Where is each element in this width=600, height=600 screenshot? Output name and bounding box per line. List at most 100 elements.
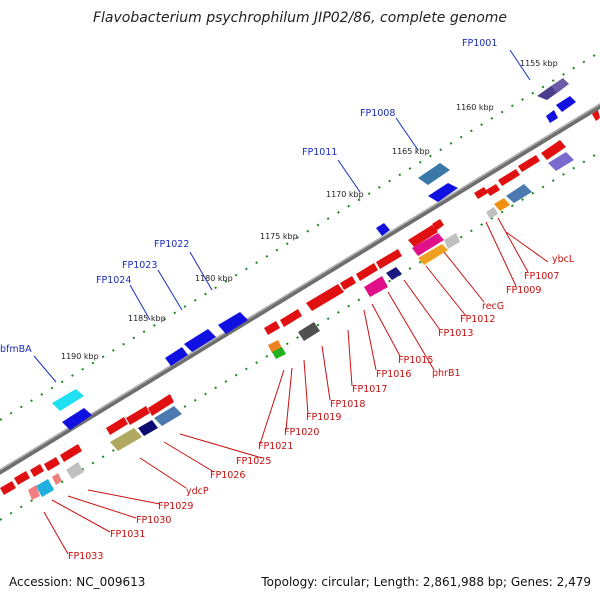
gene-blue: [546, 110, 558, 123]
gene-grey: [486, 207, 498, 219]
lower-label-leaders: [43, 217, 549, 555]
gene-red: [264, 321, 280, 335]
label-fp1025: FP1025: [236, 456, 271, 467]
gene-recg: [412, 233, 444, 256]
label-fp1019: FP1019: [306, 412, 341, 423]
genome-info-text: Topology: circular; Length: 2,861,988 bp…: [261, 575, 591, 589]
gene-fp1020: [272, 347, 286, 359]
label-fp1020: FP1020: [284, 427, 319, 438]
label-fp1011: FP1011: [302, 147, 337, 158]
gene-blue: [218, 312, 248, 334]
gene-red: [518, 155, 540, 172]
tick-label: 1185 kbp: [128, 314, 166, 323]
label-fp1023: FP1023: [122, 260, 157, 271]
gene-blue: [62, 408, 92, 430]
gene-red: [432, 219, 444, 231]
gene-red: [106, 417, 128, 435]
label-fp1001: FP1001: [462, 38, 497, 49]
tick-labels: 1155 kbp 1160 kbp 1165 kbp 1170 kbp 1175…: [61, 59, 558, 361]
gene-red: [356, 263, 378, 281]
gene-fp1030: [52, 473, 62, 485]
gene-red: [126, 406, 150, 425]
gene-blue: [556, 96, 576, 112]
tick-track-inner: [0, 151, 600, 521]
gene-red: [486, 184, 500, 196]
upper-labels: FP1001 FP1008 FP1011 FP1022 FP1023 FP102…: [0, 38, 497, 355]
label-fp1026: FP1026: [210, 470, 245, 481]
gene-fp1029: [66, 462, 84, 479]
label-recg: recG: [482, 301, 504, 312]
gene-red: [280, 309, 302, 327]
map-title: Flavobacterium psychrophilum JIP02/86, c…: [92, 10, 508, 26]
gene-ybcl: [548, 152, 574, 171]
label-fp1022: FP1022: [154, 239, 189, 250]
gene-ydcp: [110, 428, 142, 451]
gene-fp1001b: [551, 78, 569, 93]
gene-red: [30, 464, 44, 477]
gene-blue: [428, 183, 458, 202]
gene-red: [376, 249, 402, 269]
label-fp1024: FP1024: [96, 275, 131, 286]
label-fp1029: FP1029: [158, 501, 193, 512]
label-fp1009: FP1009: [506, 285, 541, 296]
label-fp1018: FP1018: [330, 399, 365, 410]
gene-fp1019: [298, 322, 320, 341]
gene-phrb1: [364, 276, 388, 297]
gene-fp1026: [138, 420, 158, 436]
label-ydcp: ydcP: [186, 486, 209, 497]
label-fp1017: FP1017: [352, 384, 387, 395]
tick-label: 1170 kbp: [326, 190, 364, 199]
gene-red: [14, 471, 30, 485]
label-fp1021: FP1021: [258, 441, 293, 452]
tick-label: 1155 kbp: [520, 59, 558, 68]
label-fp1016: FP1016: [376, 369, 411, 380]
gene-grey: [444, 233, 460, 249]
gene-fp1009: [506, 184, 532, 203]
gene-fp1007: [494, 198, 510, 211]
label-phrb1: phrB1: [432, 368, 461, 379]
gene-fp1033: [28, 485, 40, 500]
gene-bfmba: [52, 389, 84, 411]
gene-red: [592, 110, 600, 121]
gene-blue: [184, 329, 216, 352]
gene-fp1012: [418, 244, 448, 265]
gene-red: [474, 187, 488, 199]
gene-red: [148, 394, 174, 416]
tick-label: 1165 kbp: [392, 147, 430, 156]
label-fp1013: FP1013: [438, 328, 473, 339]
gene-red: [306, 284, 344, 311]
accession-text: Accession: NC_009613: [9, 575, 146, 589]
label-fp1015: FP1015: [398, 355, 433, 366]
genome-backbone: [0, 103, 600, 475]
label-fp1033: FP1033: [68, 551, 103, 562]
tick-track-outer: [0, 51, 600, 421]
tick-label: 1190 kbp: [61, 352, 99, 361]
label-bfmba: bfmBA: [0, 344, 32, 355]
tick-label: 1180 kbp: [195, 274, 233, 283]
label-fp1007: FP1007: [524, 271, 559, 282]
gene-red: [340, 276, 356, 290]
gene-red: [498, 169, 520, 186]
gene-red: [44, 457, 60, 471]
gene-red: [541, 140, 566, 160]
lower-labels: ybcL FP1007 FP1009 recG FP1012 FP1013 ph…: [68, 254, 575, 562]
label-ybcl: ybcL: [552, 254, 575, 265]
gene-fp1031: [36, 479, 54, 497]
gene-fp1008: [418, 163, 450, 185]
gene-fp1013: [386, 267, 402, 280]
reverse-strand-genes: [0, 110, 600, 500]
gene-blue: [376, 223, 390, 236]
forward-strand-genes: [52, 78, 576, 430]
upper-label-leaders: [33, 49, 531, 383]
label-fp1012: FP1012: [460, 314, 495, 325]
tick-label: 1160 kbp: [456, 103, 494, 112]
label-fp1008: FP1008: [360, 108, 395, 119]
gene-fp1025: [154, 406, 182, 426]
gene-blue: [165, 347, 188, 366]
gene-red: [408, 225, 438, 247]
gene-red: [60, 444, 82, 462]
tick-label: 1175 kbp: [260, 232, 298, 241]
label-fp1031: FP1031: [110, 529, 145, 540]
label-fp1030: FP1030: [136, 515, 171, 526]
